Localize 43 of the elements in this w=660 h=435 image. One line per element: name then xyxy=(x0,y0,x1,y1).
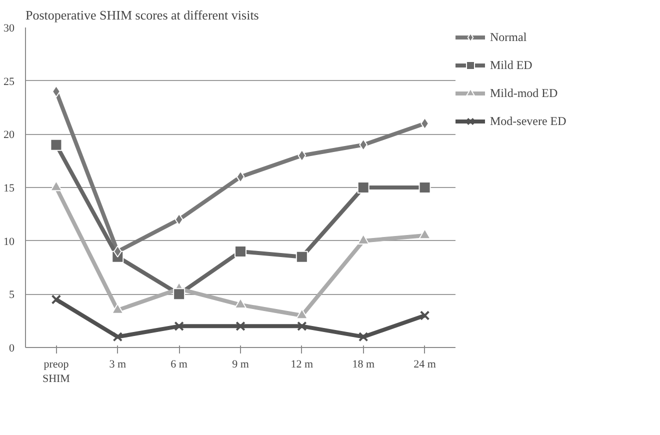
legend-label: Normal xyxy=(490,30,527,44)
x-tick-label: 9 m xyxy=(232,358,250,370)
x-tick-label: 18 m xyxy=(352,358,375,370)
point xyxy=(50,180,62,192)
x-tick-label: 12 m xyxy=(290,358,314,370)
point xyxy=(418,182,431,194)
y-tick-label: 5 xyxy=(9,289,15,302)
point xyxy=(296,250,308,263)
y-tick-label: 25 xyxy=(4,76,15,88)
point xyxy=(51,294,62,304)
legend-label: Mild ED xyxy=(490,58,532,72)
point xyxy=(236,321,246,332)
point xyxy=(174,214,184,226)
x-tick-label: 6 m xyxy=(170,358,188,370)
point xyxy=(112,332,123,342)
legend-label: Mod-severe ED xyxy=(490,114,566,128)
y-tick-label: 30 xyxy=(4,22,15,34)
point xyxy=(359,138,368,151)
point xyxy=(298,150,306,162)
y-tick-label: 0 xyxy=(9,342,15,354)
x-tick-label: 24 m xyxy=(414,358,436,370)
point xyxy=(418,228,431,240)
legend-label: Mild-mod ED xyxy=(490,86,558,100)
point xyxy=(358,332,368,342)
point xyxy=(296,308,308,320)
point xyxy=(236,170,245,183)
point xyxy=(174,321,184,332)
point xyxy=(113,246,122,258)
point xyxy=(112,303,124,314)
point xyxy=(50,138,62,151)
chart-title: Postoperative SHIM scores at different visits xyxy=(26,8,259,22)
point xyxy=(297,321,307,332)
point xyxy=(357,182,370,194)
point xyxy=(420,118,429,130)
point xyxy=(420,310,430,320)
y-tick-label: 15 xyxy=(4,182,15,194)
y-tick-label: 10 xyxy=(4,236,15,248)
point xyxy=(234,246,246,258)
x-tick-label: preop SHIM xyxy=(42,358,70,385)
x-tick-label: 3 m xyxy=(109,358,126,370)
y-tick-label: 20 xyxy=(4,129,15,142)
point xyxy=(52,86,60,98)
point xyxy=(173,288,186,300)
